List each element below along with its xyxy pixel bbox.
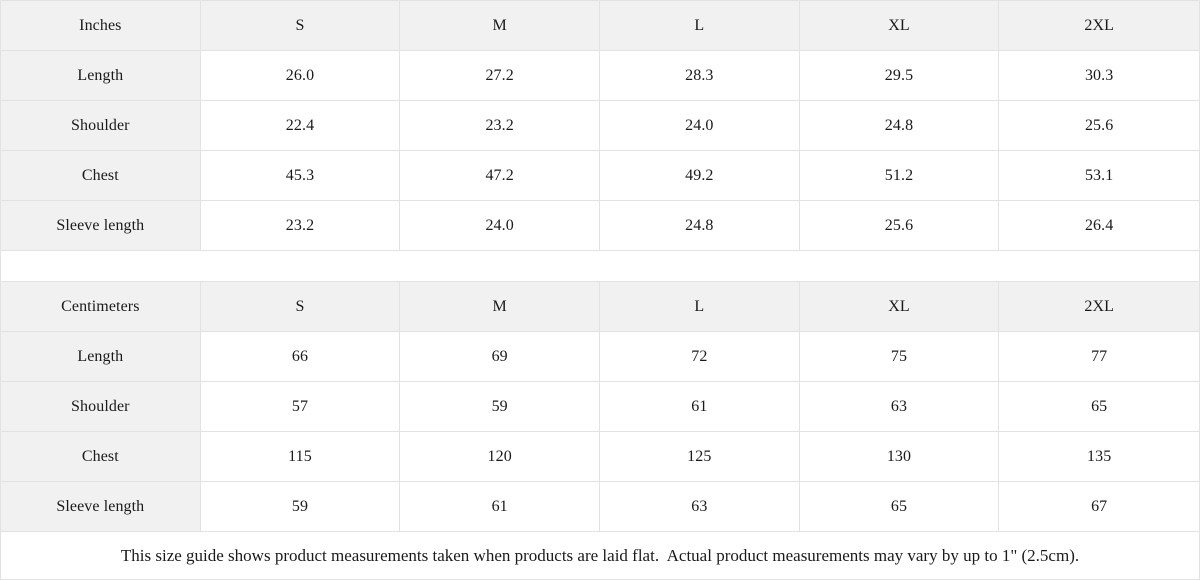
inches-table: Inches S M L XL 2XL Length 26.0 27.2 28.3 29.5 30.3… [1,1,1199,251]
measurement-value-cell: 67 [999,482,1199,532]
measurement-value-cell: 77 [999,332,1199,382]
measurement-value-cell: 49.2 [600,151,800,201]
measurement-value-cell: 72 [600,332,800,382]
measurement-label-cell: Shoulder [1,101,201,151]
measurement-value-cell: 25.6 [799,201,1000,251]
size-header-cell: XL [799,1,1000,51]
measurement-label-cell: Sleeve length [1,482,201,532]
measurement-value-cell: 61 [600,382,800,432]
table-spacer [1,251,1199,282]
size-header-cell: M [400,1,600,51]
measurement-value-cell: 120 [400,432,600,482]
measurement-value-cell: 57 [200,382,401,432]
measurement-value-cell: 22.4 [200,101,401,151]
measurement-value-cell: 59 [400,382,600,432]
measurement-value-cell: 24.0 [400,201,600,251]
measurement-value-cell: 53.1 [999,151,1199,201]
size-header-cell: S [200,1,401,51]
size-guide-note: This size guide shows product measuremen… [120,545,1080,565]
measurement-label-cell: Length [1,332,201,382]
measurement-value-cell: 26.0 [200,51,401,101]
size-header-cell: 2XL [999,1,1199,51]
measurement-value-cell: 69 [400,332,600,382]
measurement-value-cell: 23.2 [400,101,600,151]
centimeters-table: Centimeters S M L XL 2XL Length 66 69 72 75 77 Shoul… [1,282,1199,532]
measurement-value-cell: 47.2 [400,151,600,201]
size-header-cell: 2XL [999,282,1199,332]
measurement-value-cell: 125 [600,432,800,482]
size-header-cell: L [600,1,800,51]
measurement-label-cell: Chest [1,151,201,201]
measurement-value-cell: 24.8 [600,201,800,251]
measurement-value-cell: 63 [600,482,800,532]
measurement-label-cell: Sleeve length [1,201,201,251]
measurement-value-cell: 25.6 [999,101,1199,151]
measurement-value-cell: 26.4 [999,201,1199,251]
size-header-cell: S [200,282,401,332]
measurement-value-cell: 130 [799,432,1000,482]
measurement-value-cell: 65 [999,382,1199,432]
measurement-value-cell: 61 [400,482,600,532]
measurement-value-cell: 75 [799,332,1000,382]
unit-header-cell: Centimeters [1,282,201,332]
measurement-label-cell: Length [1,51,201,101]
measurement-value-cell: 51.2 [799,151,1000,201]
size-guide-note-row: This size guide shows product measuremen… [1,532,1199,579]
unit-header-cell: Inches [1,1,201,51]
measurement-value-cell: 30.3 [999,51,1199,101]
measurement-value-cell: 28.3 [600,51,800,101]
measurement-label-cell: Shoulder [1,382,201,432]
measurement-value-cell: 115 [200,432,401,482]
measurement-label-cell: Chest [1,432,201,482]
measurement-value-cell: 66 [200,332,401,382]
measurement-value-cell: 23.2 [200,201,401,251]
measurement-value-cell: 65 [799,482,1000,532]
measurement-value-cell: 27.2 [400,51,600,101]
size-header-cell: XL [799,282,1000,332]
measurement-value-cell: 45.3 [200,151,401,201]
size-header-cell: L [600,282,800,332]
measurement-value-cell: 24.0 [600,101,800,151]
measurement-value-cell: 63 [799,382,1000,432]
measurement-value-cell: 59 [200,482,401,532]
measurement-value-cell: 29.5 [799,51,1000,101]
measurement-value-cell: 135 [999,432,1199,482]
size-header-cell: M [400,282,600,332]
measurement-value-cell: 24.8 [799,101,1000,151]
